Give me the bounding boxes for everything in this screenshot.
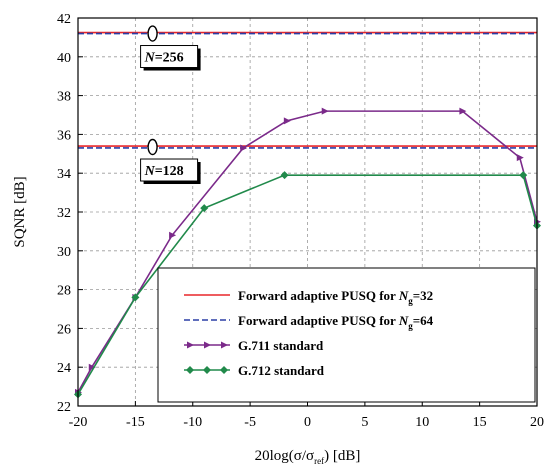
annotation-box — [140, 45, 199, 69]
x-tick-label: -15 — [126, 415, 145, 430]
y-tick-label: 34 — [57, 167, 71, 182]
y-tick-label: 36 — [57, 128, 71, 143]
legend-entry: Forward adaptive PUSQ for Ng=64 — [238, 313, 434, 331]
x-tick-label: -10 — [183, 415, 202, 430]
triangle-marker — [516, 154, 524, 162]
y-axis-label: SQNR [dB] — [12, 176, 28, 247]
tick-labels: -20 -15 -10 -5 0 5 10 15 20 22 24 26 28 30 32 34 36 38 40 4… — [57, 12, 544, 430]
annotation-label: N=128 — [144, 164, 184, 179]
x-tick-label: 15 — [473, 415, 487, 430]
diamond-marker — [200, 204, 209, 213]
y-tick-label: 42 — [57, 12, 71, 27]
annotations: N=256 N=128 — [140, 25, 201, 185]
legend-entry: G.711 standard — [238, 338, 324, 353]
y-tick-label: 26 — [57, 322, 71, 337]
y-tick-label: 38 — [57, 90, 71, 105]
y-tick-label: 40 — [57, 51, 71, 66]
x-tick-label: 5 — [361, 415, 368, 430]
x-tick-label: 10 — [415, 415, 429, 430]
triangle-marker — [221, 341, 228, 349]
diamond-marker — [280, 171, 289, 180]
series-line — [77, 110, 538, 393]
series-3 — [74, 171, 541, 399]
diamond-marker — [519, 171, 528, 180]
y-tick-label: 30 — [57, 245, 71, 260]
x-tick-label: 20 — [530, 415, 544, 430]
y-tick-label: 22 — [57, 400, 71, 415]
series-line — [77, 174, 538, 395]
diamond-marker — [186, 366, 194, 374]
diamond-marker — [203, 366, 211, 374]
triangle-marker — [459, 107, 467, 115]
triangle-marker — [88, 363, 96, 371]
x-axis-label: 20log(σ/σref) [dB] — [255, 448, 361, 466]
annotation-box — [140, 158, 199, 182]
legend-entry: G.712 standard — [238, 363, 325, 378]
triangle-marker — [204, 341, 211, 349]
legend-box — [157, 267, 536, 403]
y-tick-label: 32 — [57, 206, 71, 221]
annotation-label: N=256 — [144, 51, 184, 66]
y-tick-label: 24 — [57, 361, 71, 376]
annotation-ellipse — [147, 138, 158, 156]
legend: Forward adaptive PUSQ for Ng=32 Forward a… — [157, 267, 536, 403]
legend-entry: Forward adaptive PUSQ for Ng=32 — [238, 288, 433, 306]
triangle-marker — [321, 107, 329, 115]
x-tick-label: -5 — [244, 415, 256, 430]
y-tick-label: 28 — [57, 284, 71, 299]
triangle-marker — [240, 144, 248, 152]
diamond-marker — [220, 366, 228, 374]
x-tick-label: 0 — [304, 415, 311, 430]
triangle-marker — [169, 231, 177, 239]
x-tick-label: -20 — [69, 415, 88, 430]
annotation-ellipse — [147, 25, 158, 42]
diamond-marker — [131, 293, 140, 302]
annotation-0: N=256 — [140, 25, 201, 71]
triangle-marker — [187, 341, 194, 349]
triangle-marker — [283, 117, 291, 125]
annotation-1: N=128 — [140, 138, 201, 185]
